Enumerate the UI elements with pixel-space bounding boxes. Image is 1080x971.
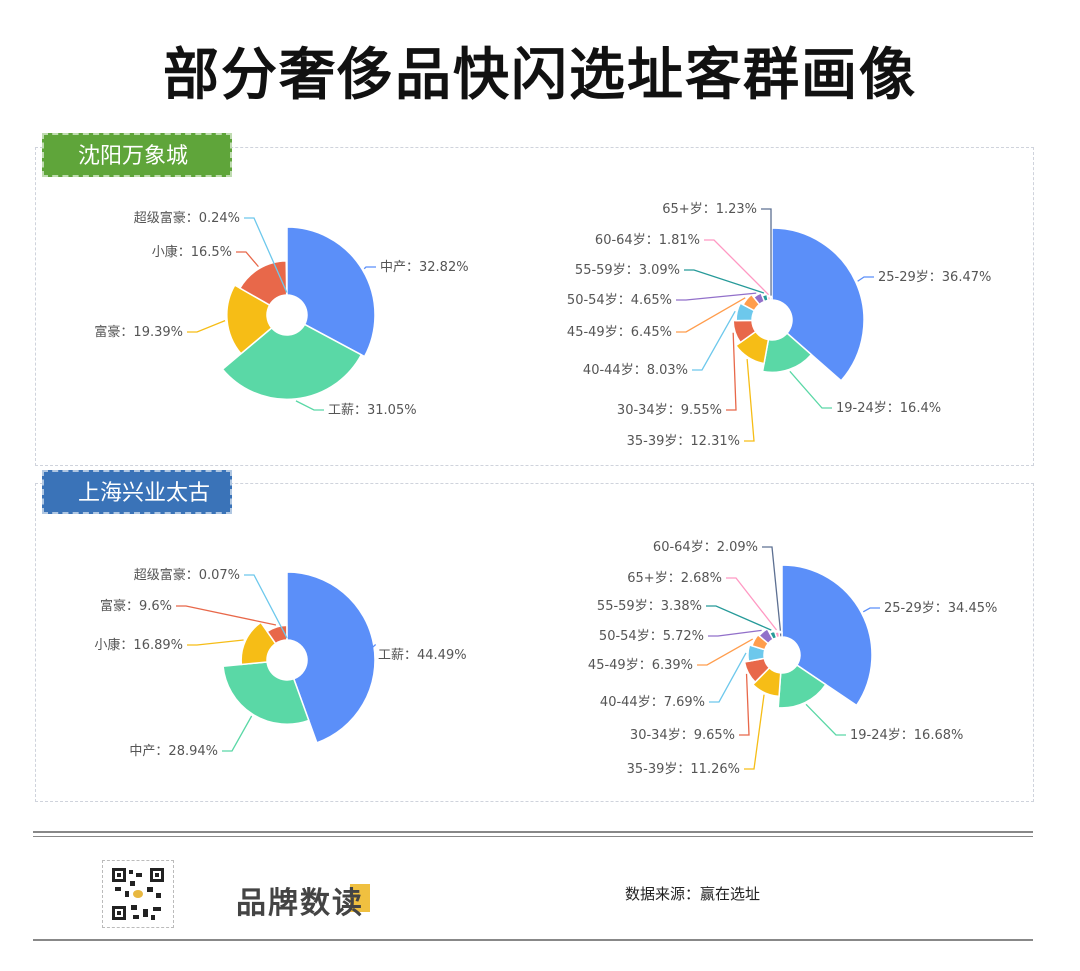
qr-code bbox=[102, 860, 174, 928]
data-label: 19-24岁：16.4% bbox=[836, 401, 941, 416]
leader-line bbox=[726, 577, 778, 631]
leader-line bbox=[704, 239, 770, 296]
data-label: 45-49岁：6.45% bbox=[567, 325, 672, 340]
data-label: 中产：28.94% bbox=[129, 744, 218, 759]
qr-code-icon bbox=[111, 867, 165, 921]
data-label: 30-34岁：9.55% bbox=[617, 403, 722, 418]
slice-中产 bbox=[286, 226, 376, 358]
slice-35-39岁 bbox=[734, 330, 770, 365]
leader-line bbox=[726, 332, 737, 411]
brand-accent bbox=[350, 884, 370, 912]
slice-19-24岁 bbox=[777, 664, 827, 709]
leader-line bbox=[761, 208, 772, 296]
leader-line bbox=[692, 310, 736, 371]
data-label: 富豪：9.6% bbox=[100, 598, 172, 614]
data-label: 25-29岁：36.47% bbox=[878, 270, 991, 285]
data-label: 富豪：19.39% bbox=[94, 324, 183, 340]
data-label: 35-39岁：12.31% bbox=[627, 434, 740, 449]
section-shanghai bbox=[35, 483, 1034, 802]
data-label: 工薪：44.49% bbox=[378, 648, 467, 663]
rose-chart-0: 中产：32.82% 工薪：31.05% 富豪：19.39% 小康：16.5% 超级富豪：… bbox=[94, 210, 468, 418]
leader-line bbox=[744, 358, 755, 442]
section-shenyang bbox=[35, 147, 1034, 466]
divider bbox=[33, 836, 1033, 837]
data-label: 60-64岁：1.81% bbox=[595, 233, 700, 248]
leader-line bbox=[236, 251, 259, 268]
leader-line bbox=[862, 607, 880, 613]
leader-line bbox=[762, 546, 782, 631]
leader-line bbox=[187, 639, 244, 646]
leader-line bbox=[244, 574, 288, 639]
divider bbox=[33, 939, 1033, 941]
data-label: 工薪：31.05% bbox=[328, 403, 417, 418]
leader-line bbox=[676, 292, 757, 301]
data-label: 45-49岁：6.39% bbox=[588, 658, 693, 673]
slice-25-29岁 bbox=[781, 564, 873, 707]
data-label: 50-54岁：5.72% bbox=[599, 629, 704, 644]
page-title: 部分奢侈品快闪选址客群画像 bbox=[163, 42, 917, 108]
data-label: 30-34岁：9.65% bbox=[630, 728, 735, 743]
leader-line bbox=[697, 638, 754, 666]
leader-line bbox=[222, 715, 253, 752]
section-tag-shenyang: 沈阳万象城 bbox=[42, 133, 232, 177]
data-label: 55-59岁：3.38% bbox=[597, 599, 702, 614]
data-source: 数据来源：赢在选址 bbox=[625, 885, 761, 903]
data-label: 55-59岁：3.09% bbox=[575, 263, 680, 278]
rose-chart-3: 25-29岁：34.45% 19-24岁：16.68% 35-39岁：11.26% 3… bbox=[588, 540, 997, 777]
slice-中产 bbox=[222, 661, 310, 725]
data-label: 19-24岁：16.68% bbox=[850, 728, 963, 743]
data-label: 40-44岁：7.69% bbox=[600, 695, 705, 710]
leader-line bbox=[739, 673, 750, 736]
leader-line bbox=[363, 266, 376, 270]
leader-line bbox=[706, 605, 772, 631]
leader-line bbox=[362, 644, 377, 656]
leader-line bbox=[295, 400, 324, 411]
leader-line bbox=[805, 703, 846, 736]
slice-工薪 bbox=[221, 323, 363, 401]
slice-25-29岁 bbox=[771, 227, 865, 382]
data-label: 中产：32.82% bbox=[380, 260, 469, 275]
data-label: 40-44岁：8.03% bbox=[583, 363, 688, 378]
data-label: 50-54岁：4.65% bbox=[567, 293, 672, 308]
data-label: 超级富豪：0.07% bbox=[134, 567, 240, 583]
data-label: 超级富豪：0.24% bbox=[134, 210, 240, 226]
data-label: 小康：16.5% bbox=[152, 244, 232, 260]
leader-line bbox=[176, 605, 277, 626]
leader-line bbox=[684, 269, 765, 294]
data-label: 65+岁：1.23% bbox=[662, 202, 757, 217]
data-label: 35-39岁：11.26% bbox=[627, 762, 740, 777]
leader-line bbox=[244, 217, 288, 293]
data-label: 小康：16.89% bbox=[94, 637, 183, 653]
rose-chart-2: 工薪：44.49% 中产：28.94% 小康：16.89% 富豪：9.6% 超级富豪：0… bbox=[94, 567, 466, 759]
rose-chart-1: 25-29岁：36.47% 19-24岁：16.4% 35-39岁：12.31% 30… bbox=[567, 202, 991, 449]
leader-line bbox=[857, 276, 874, 282]
data-label: 25-29岁：34.45% bbox=[884, 601, 997, 616]
divider bbox=[33, 831, 1033, 833]
slice-工薪 bbox=[286, 571, 376, 744]
slice-小康 bbox=[238, 260, 288, 307]
leader-line bbox=[789, 370, 832, 409]
slice-富豪 bbox=[226, 284, 273, 355]
leader-line bbox=[709, 652, 747, 703]
slice-60-64岁 bbox=[778, 631, 783, 638]
brand-logo: 品牌数读 bbox=[236, 886, 364, 921]
data-label: 60-64岁：2.09% bbox=[653, 540, 758, 555]
leader-line bbox=[708, 629, 762, 637]
section-tag-shanghai: 上海兴业太古汇 bbox=[42, 470, 232, 550]
slice-富豪 bbox=[266, 624, 288, 645]
slice-19-24岁 bbox=[761, 332, 813, 374]
leader-line bbox=[744, 694, 765, 770]
leader-line bbox=[676, 297, 746, 333]
leader-line bbox=[187, 319, 226, 333]
slice-35-39岁 bbox=[751, 666, 782, 698]
data-label: 65+岁：2.68% bbox=[627, 571, 722, 586]
slice-65+岁 bbox=[769, 296, 773, 301]
